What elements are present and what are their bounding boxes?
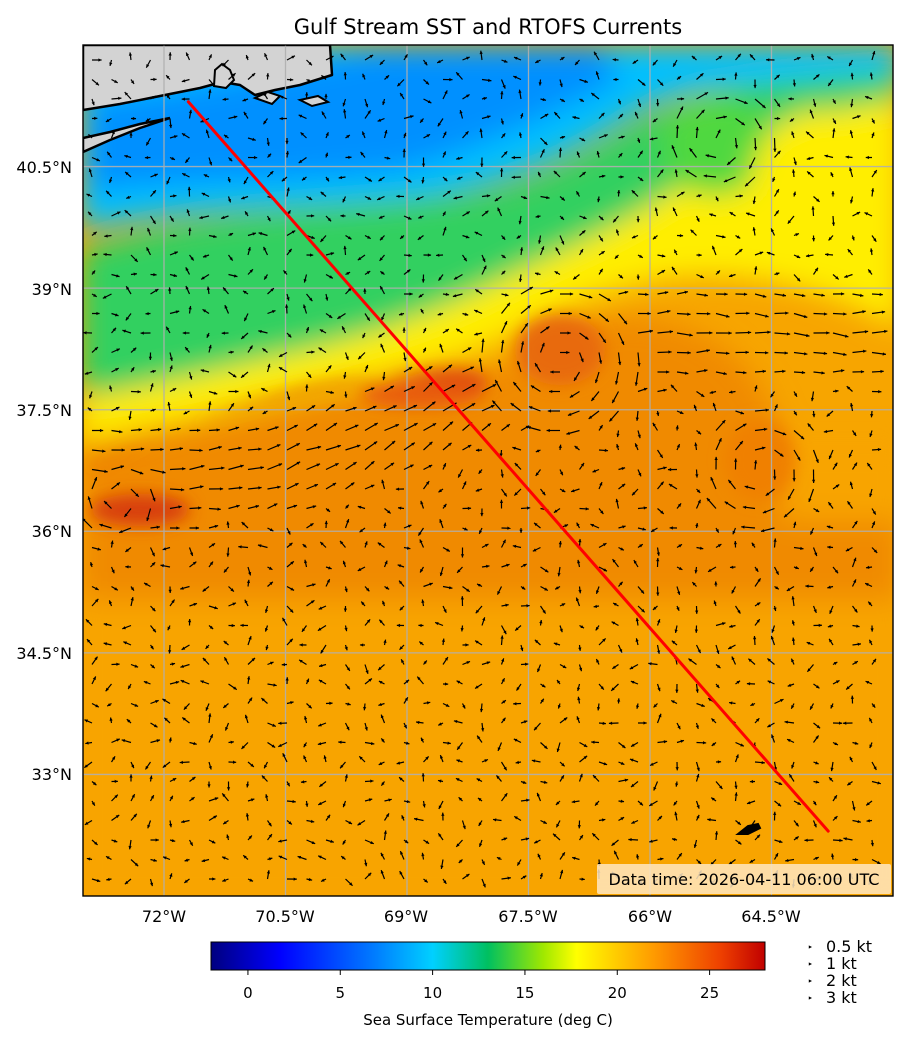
colorbar-ticks: 0 5 10 15 20 25 xyxy=(243,970,719,1002)
lon-axis: 72°W 70.5°W 69°W 67.5°W 66°W 64.5°W xyxy=(142,907,801,926)
lat-tick-label: 37.5°N xyxy=(16,401,72,420)
lat-tick-label: 36°N xyxy=(32,522,72,541)
quiver-key-arrow xyxy=(800,962,812,965)
quiver-key-label: 3 kt xyxy=(826,988,857,1007)
lon-tick-label: 64.5°W xyxy=(741,907,801,926)
quiver-key-arrow xyxy=(804,945,812,948)
colorbar-tick-label: 15 xyxy=(515,984,534,1002)
quiver-key-arrow xyxy=(784,996,812,999)
lon-tick-label: 67.5°W xyxy=(498,907,558,926)
quiver-key: 0.5 kt1 kt2 kt3 kt xyxy=(784,937,872,1007)
chart-title: Gulf Stream SST and RTOFS Currents xyxy=(294,15,682,39)
lat-tick-label: 33°N xyxy=(32,765,72,784)
lat-tick-label: 40.5°N xyxy=(16,158,72,177)
colorbar-gradient xyxy=(211,942,765,970)
sst-field xyxy=(70,45,907,910)
lat-tick-label: 34.5°N xyxy=(16,644,72,663)
lat-tick-label: 39°N xyxy=(32,280,72,299)
colorbar-tick-label: 0 xyxy=(243,984,253,1002)
colorbar-tick-label: 20 xyxy=(608,984,627,1002)
lon-tick-label: 69°W xyxy=(384,907,428,926)
colorbar-tick-label: 25 xyxy=(700,984,719,1002)
lon-tick-label: 72°W xyxy=(142,907,186,926)
colorbar: 0 5 10 15 20 25 Sea Surface Temperature (deg … xyxy=(211,942,765,1029)
colorbar-label: Sea Surface Temperature (deg C) xyxy=(363,1011,613,1029)
lat-axis: 40.5°N 39°N 37.5°N 36°N 34.5°N 33°N xyxy=(16,158,72,784)
lon-tick-label: 66°W xyxy=(628,907,672,926)
quiver-key-arrow xyxy=(792,979,812,982)
data-time-label: Data time: 2026-04-11 06:00 UTC xyxy=(609,870,880,889)
colorbar-tick-label: 10 xyxy=(423,984,442,1002)
lon-tick-label: 70.5°W xyxy=(255,907,315,926)
colorbar-tick-label: 5 xyxy=(335,984,345,1002)
map-area xyxy=(70,45,907,910)
